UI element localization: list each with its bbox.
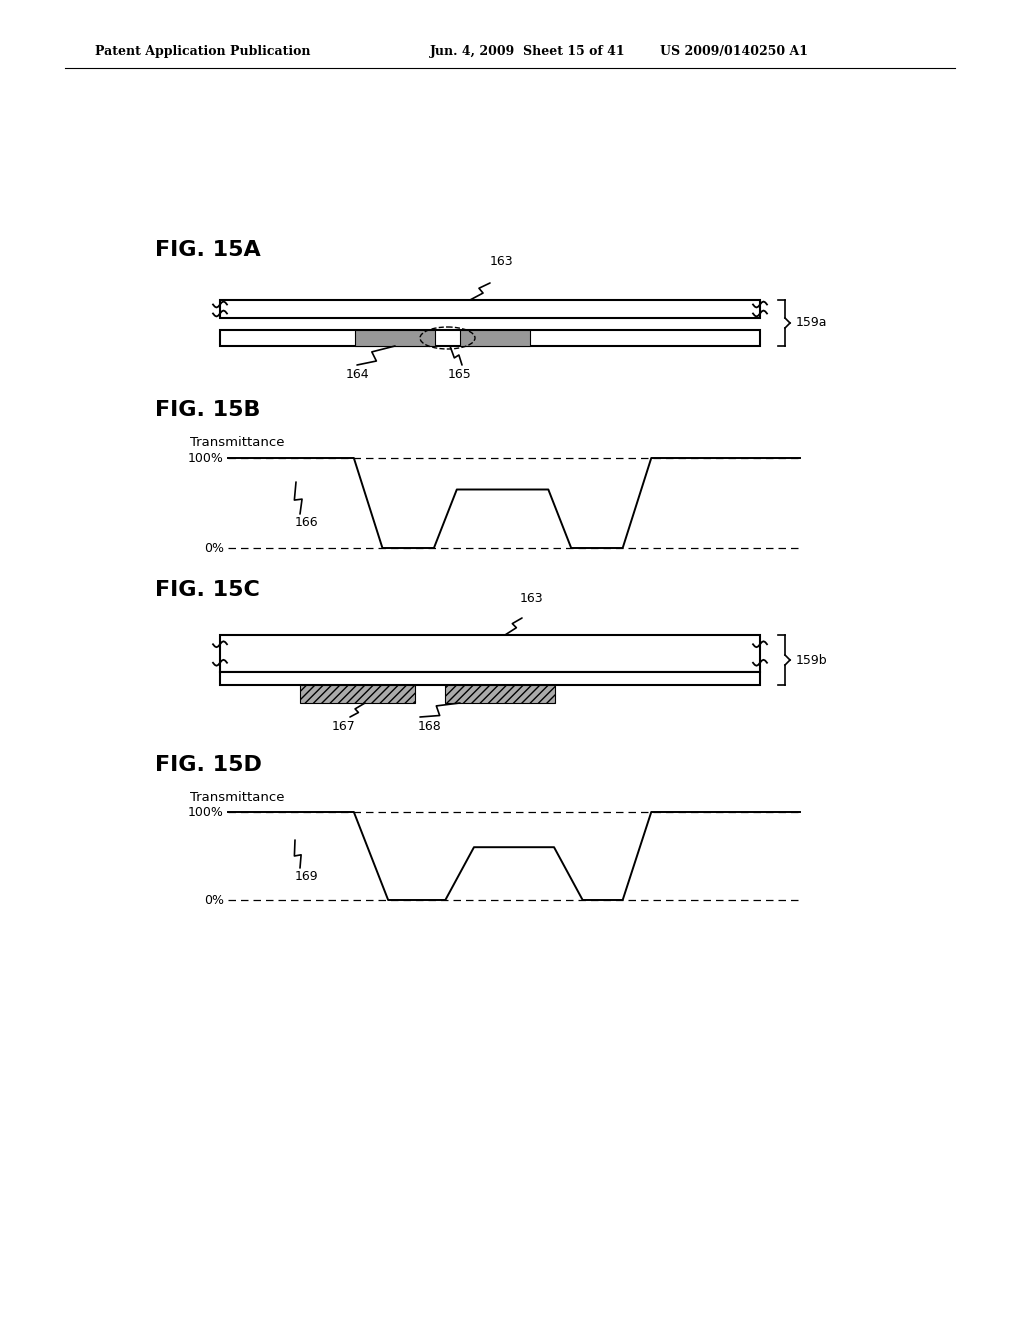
Text: 167: 167 [331, 719, 355, 733]
Text: 168: 168 [418, 719, 441, 733]
Bar [220, 330, 760, 346]
Text: 169: 169 [295, 870, 318, 883]
Text: 100%: 100% [188, 805, 224, 818]
Bar [300, 685, 415, 704]
Bar [460, 330, 530, 346]
Bar [220, 672, 760, 685]
Text: 165: 165 [449, 368, 472, 381]
Text: Transmittance: Transmittance [190, 436, 285, 449]
Text: FIG. 15A: FIG. 15A [155, 240, 261, 260]
Text: FIG. 15B: FIG. 15B [155, 400, 260, 420]
Bar [220, 300, 760, 318]
Text: 164: 164 [345, 368, 369, 381]
Text: Transmittance: Transmittance [190, 791, 285, 804]
Text: 159b: 159b [796, 653, 827, 667]
Text: US 2009/0140250 A1: US 2009/0140250 A1 [660, 45, 808, 58]
Text: 159a: 159a [796, 317, 827, 330]
Text: 100%: 100% [188, 451, 224, 465]
Text: 163: 163 [490, 255, 514, 268]
Text: Jun. 4, 2009  Sheet 15 of 41: Jun. 4, 2009 Sheet 15 of 41 [430, 45, 626, 58]
Text: FIG. 15D: FIG. 15D [155, 755, 262, 775]
Bar [355, 330, 435, 346]
Text: 163: 163 [520, 591, 544, 605]
Text: 0%: 0% [204, 541, 224, 554]
Text: FIG. 15C: FIG. 15C [155, 579, 260, 601]
Text: Patent Application Publication: Patent Application Publication [95, 45, 310, 58]
Text: 166: 166 [295, 516, 318, 529]
Bar [445, 685, 555, 704]
Text: 0%: 0% [204, 894, 224, 907]
Bar [220, 635, 760, 672]
